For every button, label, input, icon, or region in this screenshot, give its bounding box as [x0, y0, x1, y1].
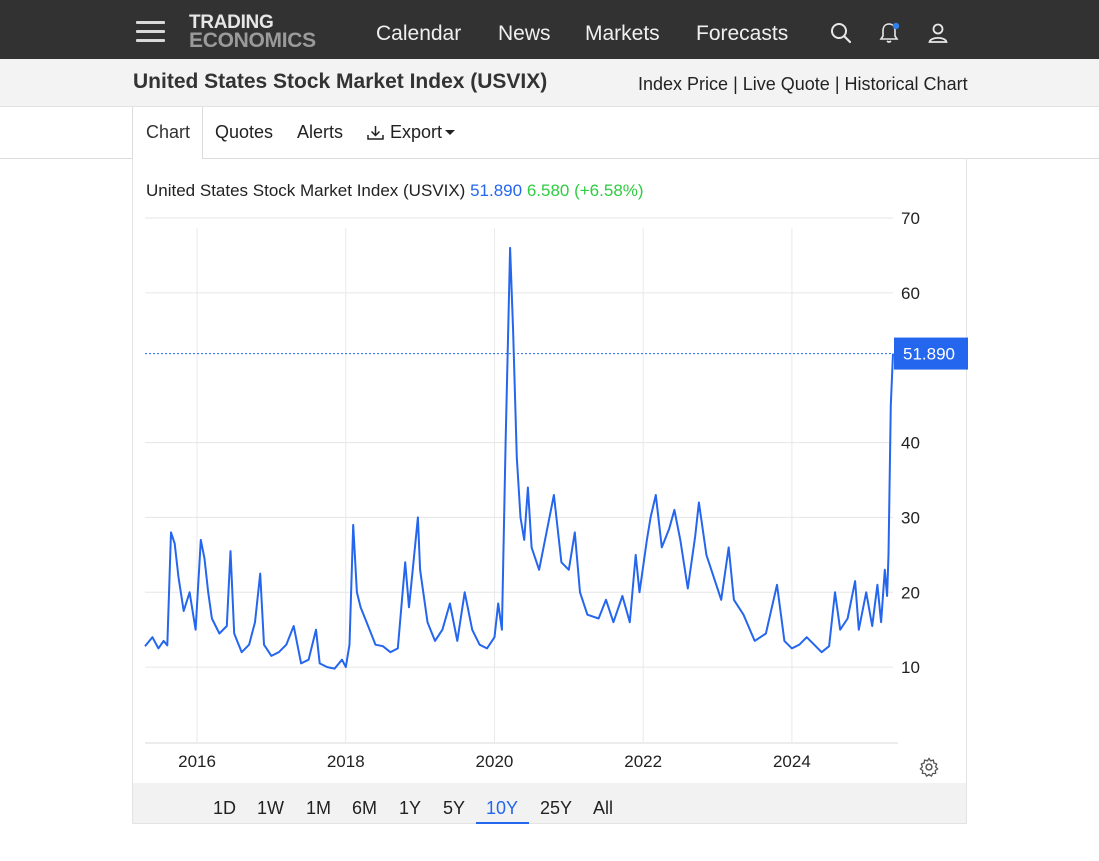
user-icon[interactable]: [926, 21, 950, 45]
y-tick-label: 20: [901, 583, 920, 602]
tabs-row: [0, 106, 1099, 159]
page-title: United States Stock Market Index (USVIX): [133, 70, 548, 93]
export-dropdown[interactable]: Export: [366, 122, 456, 143]
range-selector-bar: [133, 783, 966, 823]
link-separator: |: [834, 74, 840, 94]
tab-alerts[interactable]: Alerts: [297, 122, 344, 142]
chart-settings-gear-icon[interactable]: [918, 756, 940, 778]
site-logo[interactable]: TRADING ECONOMICS: [189, 12, 316, 52]
search-icon[interactable]: [829, 21, 853, 45]
caret-down-icon: [445, 129, 456, 135]
tab-chart[interactable]: Chart: [146, 122, 191, 142]
bell-icon[interactable]: [877, 21, 901, 45]
nav-calendar[interactable]: Calendar: [376, 22, 462, 45]
link-index-price[interactable]: Index Price: [638, 74, 729, 94]
nav-markets[interactable]: Markets: [585, 22, 660, 45]
y-tick-label: 10: [901, 658, 920, 677]
legend-price: 51.890: [470, 181, 523, 200]
menu-icon[interactable]: [136, 19, 165, 45]
active-range-underline: [476, 822, 529, 824]
link-separator: |: [733, 74, 738, 94]
range-all[interactable]: All: [593, 798, 614, 818]
range-25y[interactable]: 25Y: [540, 798, 573, 818]
x-tick-label: 2024: [773, 752, 811, 771]
logo-line1: TRADING: [189, 12, 274, 33]
range-1y[interactable]: 1Y: [399, 798, 422, 818]
last-price-tag: [894, 337, 968, 370]
download-icon: [367, 125, 384, 140]
range-6m[interactable]: 6M: [352, 798, 378, 818]
x-tick-label: 2020: [476, 752, 514, 771]
last-price-tag-label: 51.890: [903, 345, 955, 364]
subheader-links: Index Price | Live Quote | Historical Ch…: [638, 74, 968, 95]
link-live-quote[interactable]: Live Quote: [742, 74, 830, 94]
series-line: [144, 246, 894, 670]
range-1m[interactable]: 1M: [306, 798, 332, 818]
subheader-bar: [0, 59, 1099, 107]
tab-chart-container: [132, 107, 203, 159]
range-1w[interactable]: 1W: [257, 798, 284, 818]
y-tick-label: 70: [901, 209, 920, 228]
legend-series-name: United States Stock Market Index (USVIX): [146, 181, 466, 200]
y-tick-label: 60: [901, 284, 920, 303]
tab-quotes[interactable]: Quotes: [215, 122, 274, 142]
export-label: Export: [390, 122, 443, 142]
x-tick-label: 2016: [178, 752, 216, 771]
notification-dot: [892, 22, 900, 30]
y-tick-label: 30: [901, 508, 920, 527]
range-5y[interactable]: 5Y: [443, 798, 466, 818]
legend-change: 6.580 (+6.58%): [526, 181, 644, 200]
x-tick-label: 2022: [624, 752, 662, 771]
range-10y[interactable]: 10Y: [486, 798, 519, 818]
x-tick-label: 2018: [327, 752, 365, 771]
link-historical-chart[interactable]: Historical Chart: [844, 74, 968, 94]
chart-legend: United States Stock Market Index (USVIX)…: [146, 181, 644, 201]
nav-news[interactable]: News: [498, 22, 551, 45]
logo-line2: ECONOMICS: [189, 29, 316, 52]
chart-panel: [132, 158, 967, 824]
nav-forecasts[interactable]: Forecasts: [696, 22, 789, 45]
top-navbar: [0, 0, 1099, 59]
y-tick-label: 40: [901, 434, 920, 453]
range-1d[interactable]: 1D: [213, 798, 237, 818]
